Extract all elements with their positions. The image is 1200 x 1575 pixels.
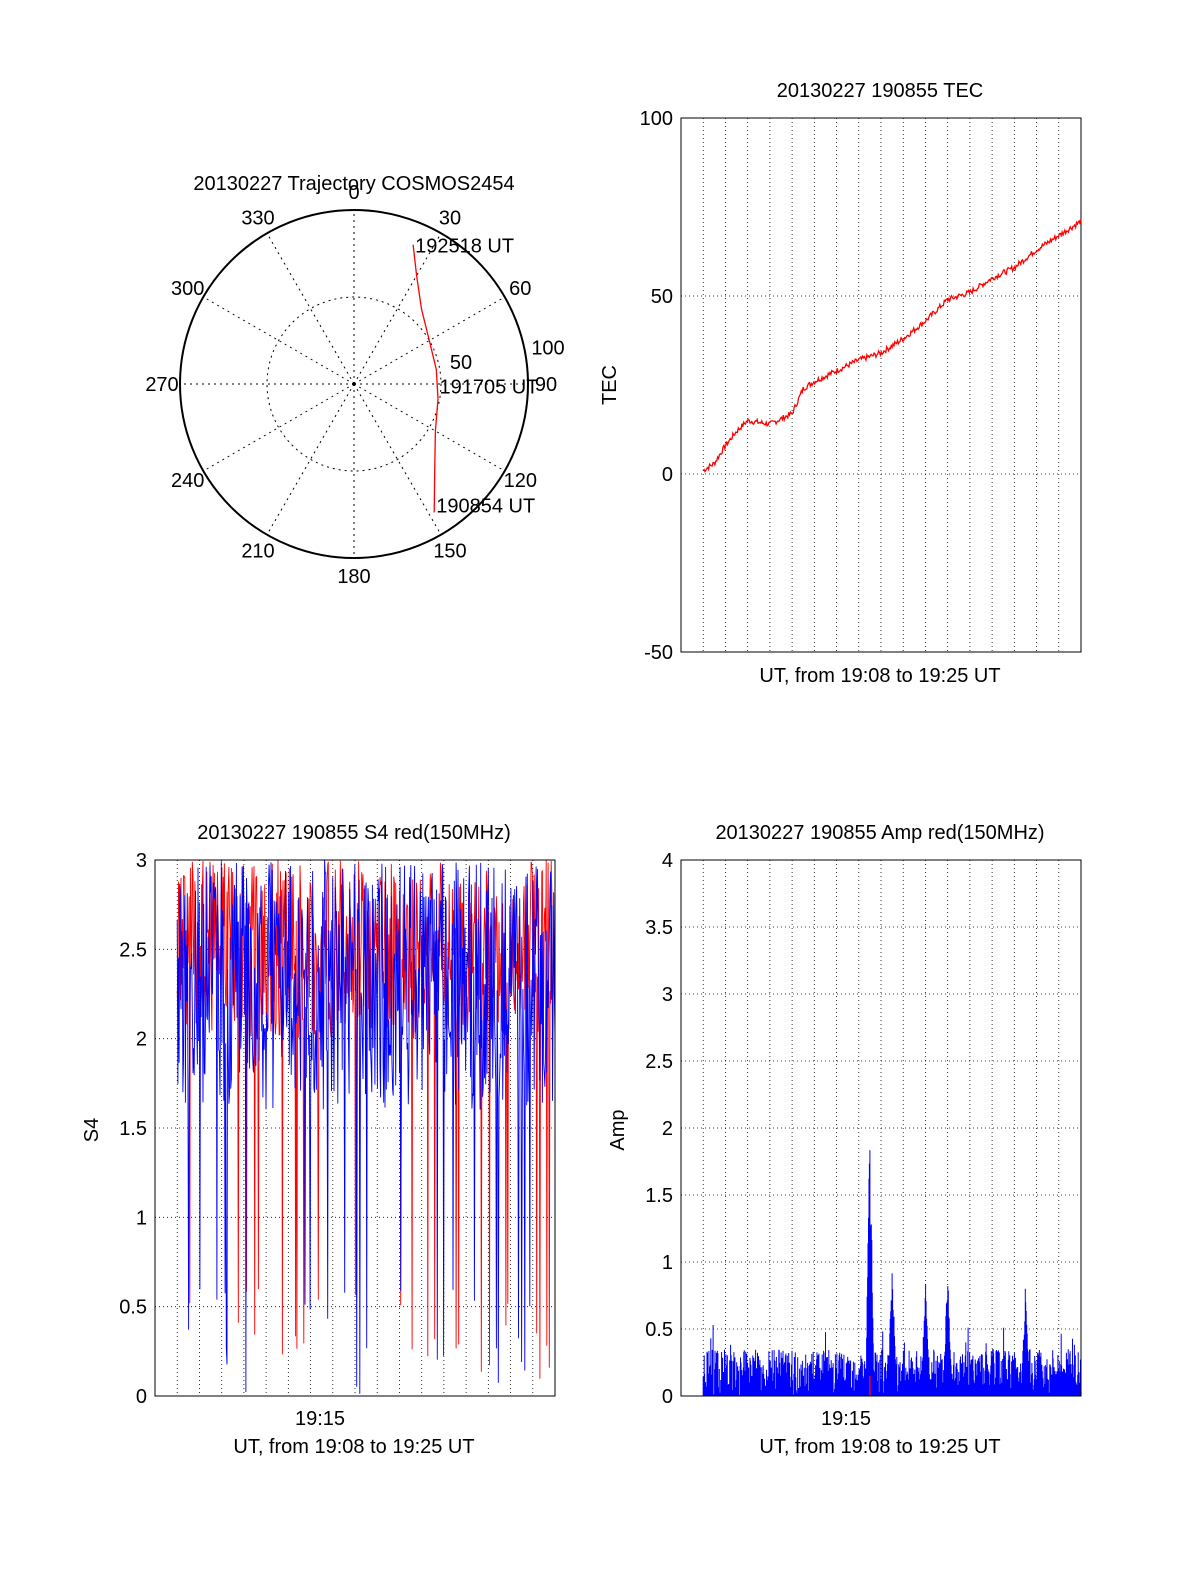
polar-angle-label: 210 — [241, 540, 274, 562]
y-tick-label: 1 — [662, 1252, 673, 1274]
tec-y-tick-labels: -50 0 50 100 — [640, 108, 673, 664]
polar-radial-label: 50 — [450, 352, 472, 374]
s4-y-axis-label: S4 — [81, 1118, 103, 1142]
trajectory-annotation: 191705 UT — [440, 376, 539, 398]
amp-y-axis-label: Amp — [607, 1109, 629, 1150]
polar-grid-spoke — [353, 383, 442, 535]
polar-grid — [180, 210, 528, 558]
polar-grid-spoke — [266, 383, 355, 535]
polar-angle-label: 270 — [145, 374, 178, 396]
y-tick-label: 0 — [136, 1386, 147, 1408]
s4-title: 20130227 190855 S4 red(150MHz) — [197, 822, 511, 844]
trajectory-chart: 20130227 Trajectory COSMOS2454 0 30 60 90 12… — [145, 173, 564, 588]
trajectory-annotation: 190854 UT — [436, 495, 535, 517]
polar-angle-label: 90 — [535, 374, 557, 396]
polar-grid-spoke — [203, 383, 355, 472]
y-tick-label: 1 — [136, 1207, 147, 1229]
amp-series-blue-line — [702, 1150, 1082, 1396]
polar-radial-label: 100 — [531, 337, 564, 359]
polar-grid-spoke — [203, 296, 355, 385]
tec-y-axis-label: TEC — [599, 365, 621, 405]
y-tick-label: 0.5 — [119, 1297, 147, 1319]
polar-angle-label: 120 — [504, 470, 537, 492]
trajectory-annotations: 192518 UT 191705 UT 190854 UT — [415, 236, 538, 518]
polar-angle-label: 330 — [241, 208, 274, 230]
s4-y-tick-labels: 0 0.5 1 1.5 2 2.5 3 — [119, 850, 147, 1408]
polar-angle-label: 300 — [171, 278, 204, 300]
y-tick-label: 2 — [662, 1118, 673, 1140]
amp-y-tick-labels: 0 0.5 1 1.5 2 2.5 3 3.5 4 — [645, 850, 673, 1408]
s4-plot-frame — [154, 859, 556, 1397]
amp-plot-frame — [680, 859, 1082, 1397]
polar-radial-labels: 50 100 — [450, 337, 565, 374]
y-tick-label: 0 — [662, 464, 673, 486]
tec-chart: 20130227 190855 TEC -50 0 50 100 TEC UT, fr… — [599, 80, 1082, 687]
polar-grid-spoke — [353, 296, 505, 385]
y-tick-label: 100 — [640, 108, 673, 130]
s4-series — [176, 859, 556, 1394]
y-tick-label: 0 — [662, 1386, 673, 1408]
polar-grid-spoke — [353, 383, 505, 472]
tec-x-axis-label: UT, from 19:08 to 19:25 UT — [759, 665, 1000, 687]
tec-plot-frame — [680, 117, 1082, 653]
y-tick-label: 1.5 — [119, 1118, 147, 1140]
y-tick-label: -50 — [644, 642, 673, 664]
tec-grid — [680, 117, 1082, 653]
y-tick-label: 1.5 — [645, 1185, 673, 1207]
tec-series — [702, 218, 1082, 473]
trajectory-series — [412, 244, 439, 513]
amp-title: 20130227 190855 Amp red(150MHz) — [715, 822, 1044, 844]
amp-x-axis-label: UT, from 19:08 to 19:25 UT — [759, 1436, 1000, 1458]
polar-angle-label: 0 — [348, 182, 359, 204]
polar-outer-circle — [179, 209, 529, 559]
s4-x-axis-label: UT, from 19:08 to 19:25 UT — [233, 1436, 474, 1458]
y-tick-label: 50 — [651, 286, 673, 308]
trajectory-annotation: 192518 UT — [415, 236, 514, 258]
s4-series-blue-line — [176, 860, 556, 1394]
polar-grid-circle — [266, 296, 442, 472]
y-tick-label: 3 — [136, 850, 147, 872]
polar-grid-spoke — [266, 233, 355, 385]
polar-angle-labels: 0 30 60 90 120 150 180 210 240 270 300 330 — [145, 182, 557, 588]
s4-chart: 20130227 190855 S4 red(150MHz) 0 0.5 1 1.5 2… — [81, 822, 556, 1458]
polar-angle-label: 60 — [509, 278, 531, 300]
polar-angle-label: 180 — [337, 566, 370, 588]
amp-grid — [680, 859, 1082, 1397]
y-tick-label: 3.5 — [645, 917, 673, 939]
amp-series — [702, 1150, 1082, 1396]
y-tick-label: 4 — [662, 850, 673, 872]
amp-chart: 20130227 190855 Amp red(150MHz) 0 0.5 1 1.5… — [607, 822, 1082, 1458]
y-tick-label: 2.5 — [119, 939, 147, 961]
amp-x-tick-label: 19:15 — [821, 1408, 871, 1430]
y-tick-label: 3 — [662, 984, 673, 1006]
trajectory-title: 20130227 Trajectory COSMOS2454 — [193, 173, 514, 195]
polar-angle-label: 30 — [439, 208, 461, 230]
s4-x-tick-label: 19:15 — [295, 1408, 345, 1430]
polar-angle-label: 150 — [433, 540, 466, 562]
y-tick-label: 2 — [136, 1029, 147, 1051]
y-tick-label: 2.5 — [645, 1051, 673, 1073]
polar-grid-spoke — [353, 233, 442, 385]
tec-title: 20130227 190855 TEC — [777, 80, 983, 102]
y-tick-label: 0.5 — [645, 1319, 673, 1341]
polar-angle-label: 240 — [171, 470, 204, 492]
